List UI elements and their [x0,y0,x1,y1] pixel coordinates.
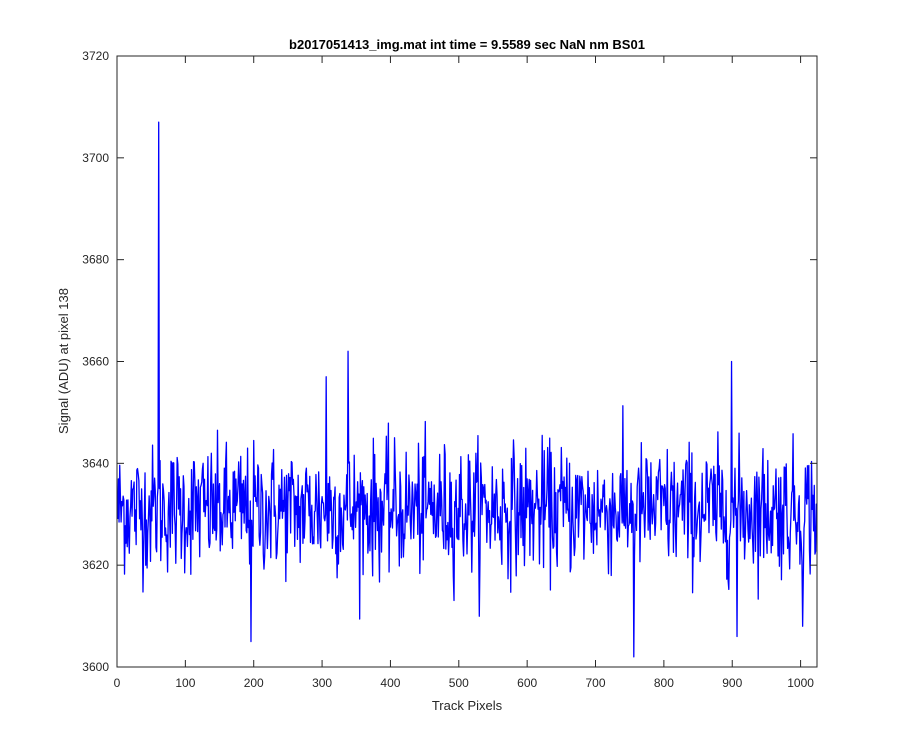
x-tick-label: 100 [175,676,195,690]
y-tick-label: 3700 [82,151,109,165]
series-group [117,121,818,658]
x-tick-label: 600 [517,676,537,690]
y-tick-label: 3660 [82,355,109,369]
x-tick-label: 400 [380,676,400,690]
x-tick-label: 500 [449,676,469,690]
y-axis-ticks: 3600 3620 3640 3660 3680 3700 3720 [82,49,817,674]
plot-area [117,56,817,667]
y-tick-label: 3720 [82,49,109,63]
y-axis-label: Signal (ADU) at pixel 138 [56,288,71,434]
y-tick-label: 3600 [82,660,109,674]
x-axis-ticks: 0 100 200 300 400 500 600 700 800 900 1000 [114,56,814,690]
y-tick-label: 3640 [82,456,109,470]
y-tick-label: 3680 [82,253,109,267]
x-tick-label: 700 [586,676,606,690]
x-tick-label: 1000 [787,676,814,690]
x-tick-label: 800 [654,676,674,690]
x-tick-label: 0 [114,676,121,690]
y-tick-label: 3620 [82,558,109,572]
x-tick-label: 300 [312,676,332,690]
chart-title: b2017051413_img.mat int time = 9.5589 se… [289,37,645,52]
x-tick-label: 900 [722,676,742,690]
x-tick-label: 200 [244,676,264,690]
x-axis-label: Track Pixels [432,698,503,713]
series-line [117,121,818,658]
